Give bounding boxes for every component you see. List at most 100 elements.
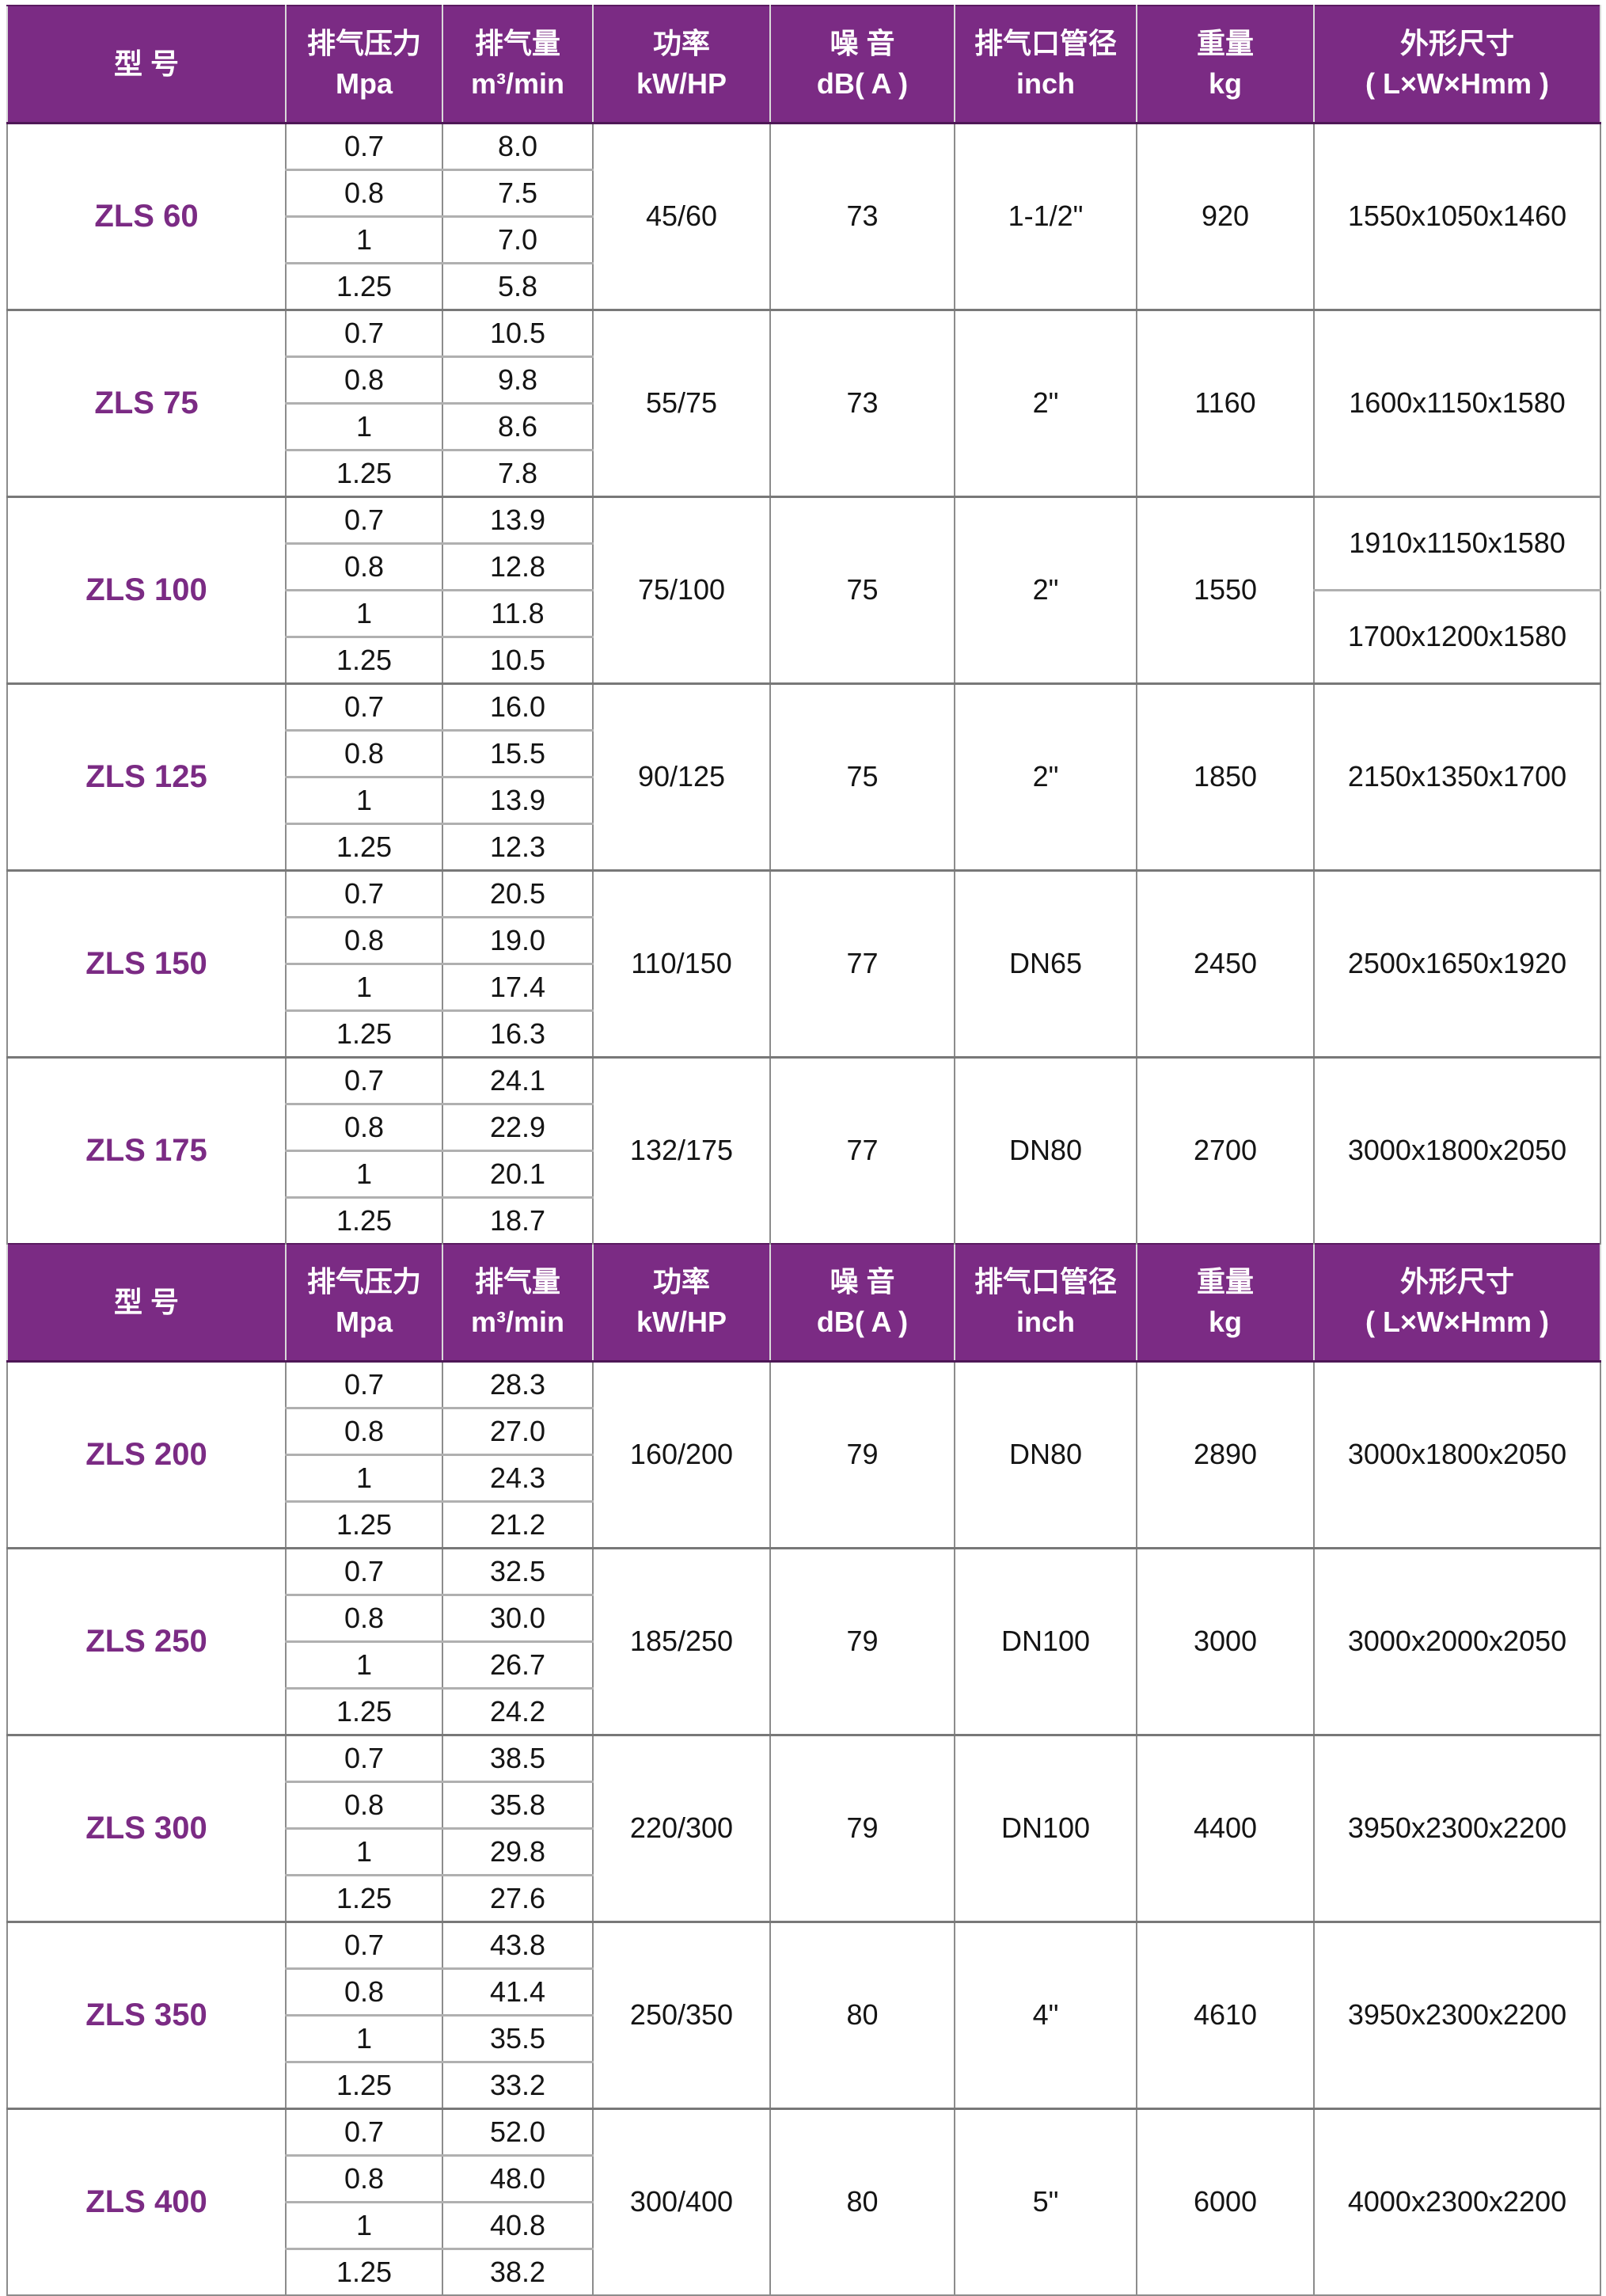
displacement-cell: 43.8: [442, 1920, 594, 1968]
column-header-label: 排气口管径: [974, 1265, 1117, 1298]
table-row: ZLS 125 0.7 16.0 90/125 75 2" 1850 2150x…: [6, 682, 1601, 870]
table-header-row: 型 号 排气压力 Mpa 排气量 m³/min 功率 kW/HP 噪 音 dB(…: [6, 1243, 1601, 1363]
column-header-label: 排气量: [474, 1265, 560, 1298]
power-cell: 110/150: [592, 869, 771, 1057]
displacement-cell: 24.1: [442, 1055, 594, 1104]
table-row: 1 20.1: [7, 1149, 1600, 1197]
model-name: ZLS 175: [6, 1055, 287, 1244]
noise-cell: 77: [769, 869, 955, 1057]
pressure-cell: 0.7: [285, 2107, 443, 2155]
table-row: 1 24.3: [7, 1453, 1600, 1501]
column-header-unit: Mpa: [336, 1305, 393, 1338]
power-cell: 250/350: [592, 1920, 771, 2108]
outlet-cell: 5": [954, 2107, 1137, 2295]
table-row: 1.25 38.2: [7, 2247, 1600, 2295]
displacement-cell: 41.4: [442, 1967, 594, 2015]
dimensions-cell: 3950x2300x2200: [1313, 1733, 1601, 1922]
displacement-cell: 28.3: [442, 1359, 594, 1408]
column-header-outlet: 排气口管径 inch: [954, 5, 1137, 124]
table-row: 0.8 27.0: [7, 1406, 1600, 1454]
column-header-label: 功率: [652, 27, 710, 60]
column-header-unit: ( L×W×Hmm ): [1365, 67, 1549, 100]
column-header-label: 排气量: [474, 27, 560, 60]
dimensions-cell: 3950x2300x2200: [1313, 1920, 1601, 2108]
table-row: 0.8 9.8: [7, 355, 1600, 403]
pressure-cell: 1: [285, 215, 443, 263]
table-row: 1 29.8: [7, 1827, 1600, 1875]
column-header-pressure: 排气压力 Mpa: [285, 1243, 443, 1363]
noise-cell: 75: [769, 495, 955, 683]
table-row: 1 26.7: [7, 1640, 1600, 1688]
table-row: 0.8 12.8: [7, 542, 1600, 590]
column-header-outlet: 排气口管径 inch: [954, 1243, 1137, 1363]
pressure-cell: 0.7: [285, 1055, 443, 1104]
displacement-cell: 10.5: [442, 308, 594, 356]
displacement-cell: 13.9: [442, 495, 594, 543]
displacement-cell: 16.3: [442, 1009, 594, 1057]
table-row: ZLS 175 0.7 24.1 132/175 77 DN80 2700 30…: [6, 1055, 1601, 1244]
model-name: ZLS 350: [6, 1920, 287, 2108]
displacement-cell: 11.8: [442, 588, 594, 637]
table-row: ZLS 300 0.7 38.5 220/300 79 DN100 4400 3…: [6, 1733, 1601, 1922]
displacement-cell: 17.4: [442, 962, 594, 1010]
column-header-noise: 噪 音 dB( A ): [769, 5, 955, 124]
pressure-cell: 0.8: [285, 355, 443, 403]
weight-cell: 3000: [1136, 1546, 1315, 1735]
displacement-cell: 38.2: [442, 2247, 594, 2295]
column-header-label: 型 号: [113, 1285, 179, 1318]
column-header-unit: kg: [1208, 1305, 1242, 1338]
dimensions-cell: 3000x2000x2050: [1313, 1546, 1601, 1735]
table-row: 1 35.5: [7, 2013, 1600, 2062]
model-name: ZLS 200: [6, 1359, 287, 1548]
table-row: 1 7.0: [7, 215, 1600, 263]
displacement-cell: 38.5: [442, 1733, 594, 1781]
dimensions-cell: 2150x1350x1700: [1313, 682, 1601, 870]
table-row: 1.25 10.5: [7, 635, 1600, 683]
pressure-cell: 1.25: [285, 2247, 443, 2295]
table-row: 0.8 48.0: [7, 2153, 1600, 2202]
outlet-cell: DN65: [954, 869, 1137, 1057]
model-name: ZLS 100: [6, 495, 287, 683]
pressure-cell: 1: [285, 775, 443, 823]
displacement-cell: 16.0: [442, 682, 594, 730]
table-row: 0.8 19.0: [7, 915, 1600, 964]
column-header-label: 重量: [1196, 27, 1254, 60]
displacement-cell: 26.7: [442, 1640, 594, 1688]
spec-table-body: 型 号 排气压力 Mpa 排气量 m³/min 功率 kW/HP 噪 音 dB(…: [6, 5, 1601, 2295]
spec-table: 型 号 排气压力 Mpa 排气量 m³/min 功率 kW/HP 噪 音 dB(…: [6, 5, 1601, 2296]
column-header-noise: 噪 音 dB( A ): [769, 1243, 955, 1363]
table-row: 1 8.6: [7, 401, 1600, 450]
outlet-cell: 1-1/2": [954, 121, 1137, 310]
table-row: ZLS 200 0.7 28.3 160/200 79 DN80 2890 30…: [6, 1359, 1601, 1548]
dimensions-cell: 1550x1050x1460: [1313, 121, 1601, 310]
outlet-cell: 2": [954, 682, 1137, 870]
column-header-unit: inch: [1016, 67, 1075, 100]
column-header-displacement: 排气量 m³/min: [442, 5, 594, 124]
displacement-cell: 8.0: [442, 121, 594, 169]
pressure-cell: 0.8: [285, 542, 443, 590]
column-header-label: 排气口管径: [974, 27, 1117, 60]
column-header-label: 噪 音: [830, 27, 895, 60]
pressure-cell: 1.25: [285, 822, 443, 870]
displacement-cell: 19.0: [442, 915, 594, 964]
column-header-label: 功率: [652, 1265, 710, 1298]
pressure-cell: 1.25: [285, 2060, 443, 2108]
power-cell: 220/300: [592, 1733, 771, 1922]
dimensions-cell: 2500x1650x1920: [1313, 869, 1601, 1057]
weight-cell: 920: [1136, 121, 1315, 310]
noise-cell: 80: [769, 1920, 955, 2108]
column-header-unit: dB( A ): [816, 1305, 909, 1338]
column-header-label: 型 号: [113, 47, 179, 80]
noise-cell: 79: [769, 1546, 955, 1735]
displacement-cell: 33.2: [442, 2060, 594, 2108]
table-header-row: 型 号 排气压力 Mpa 排气量 m³/min 功率 kW/HP 噪 音 dB(…: [6, 5, 1601, 124]
weight-cell: 1550: [1136, 495, 1315, 683]
column-header-weight: 重量 kg: [1136, 5, 1315, 124]
displacement-cell: 20.1: [442, 1149, 594, 1197]
column-header-dimensions: 外形尺寸 ( L×W×Hmm ): [1313, 1243, 1601, 1363]
column-header-label: 重量: [1196, 1265, 1254, 1298]
noise-cell: 73: [769, 308, 955, 496]
pressure-cell: 0.8: [285, 168, 443, 216]
model-name: ZLS 150: [6, 869, 287, 1057]
pressure-cell: 1: [285, 1640, 443, 1688]
